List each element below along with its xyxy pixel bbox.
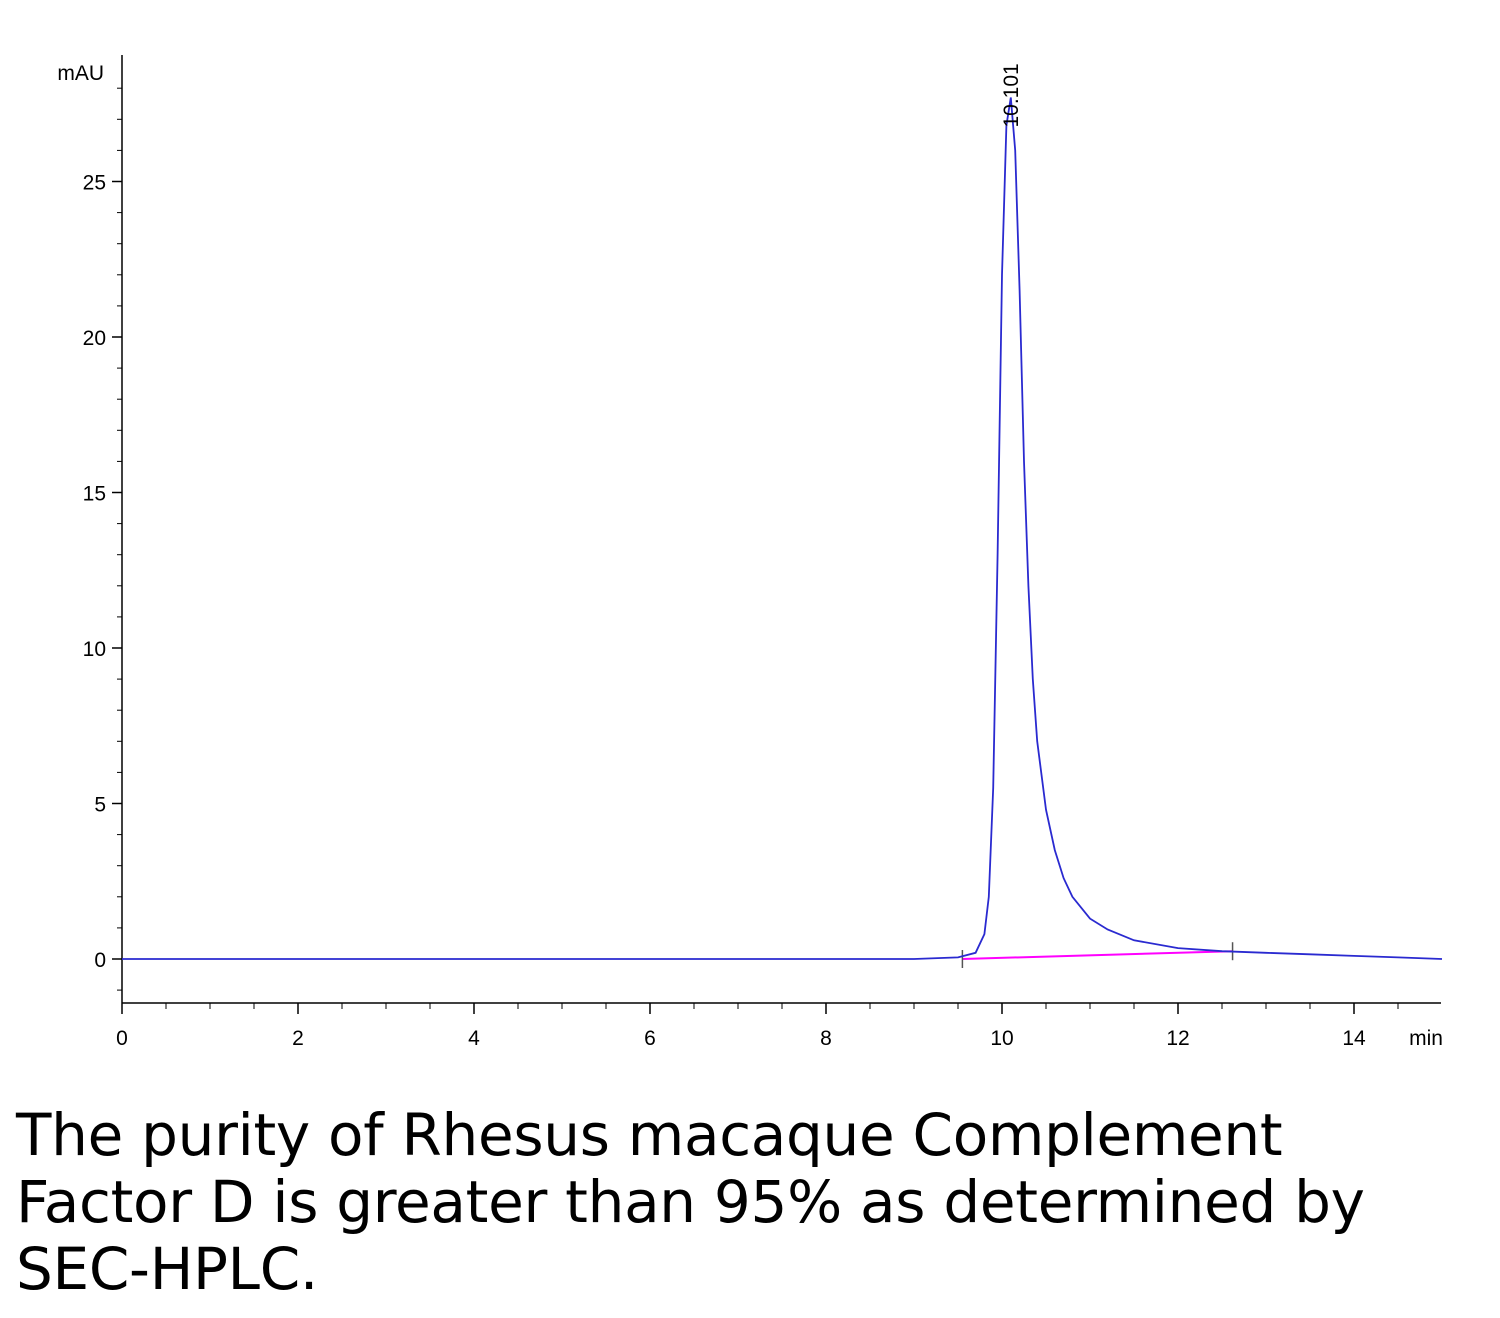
integration-baseline	[962, 950, 1233, 960]
x-tick-label-8: 8	[820, 1027, 832, 1050]
peak-label: 10.101	[1000, 63, 1023, 127]
chromatogram-chart: 0 5 10 15 20 25 0 2 4 6 8 10 12 14 mAU min 10.101	[57, 55, 1443, 1050]
x-ticks: 0 2 4 6 8 10 12 14	[116, 1003, 1366, 1050]
y-ticks: 0 5 10 15 20 25	[83, 172, 122, 972]
y-tick-label-20: 20	[83, 327, 106, 350]
y-axis-label: mAU	[57, 62, 104, 85]
y-tick-label-15: 15	[83, 483, 106, 506]
figure-caption: The purity of Rhesus macaque Complement …	[16, 1101, 1365, 1303]
x-tick-label-0: 0	[116, 1027, 128, 1050]
x-axis-label: min	[1409, 1027, 1443, 1050]
y-tick-label-25: 25	[83, 172, 106, 195]
y-tick-label-0: 0	[94, 949, 106, 972]
x-tick-label-10: 10	[990, 1027, 1013, 1050]
axes	[121, 55, 1441, 1004]
x-tick-label-14: 14	[1342, 1027, 1366, 1050]
y-tick-label-5: 5	[94, 794, 106, 817]
x-tick-label-4: 4	[468, 1027, 480, 1050]
x-tick-label-6: 6	[644, 1027, 656, 1050]
series-line	[122, 97, 1443, 960]
x-tick-label-12: 12	[1166, 1027, 1189, 1050]
minor-ticks	[117, 87, 1399, 1009]
x-tick-label-2: 2	[292, 1027, 304, 1050]
y-tick-label-10: 10	[83, 638, 106, 661]
